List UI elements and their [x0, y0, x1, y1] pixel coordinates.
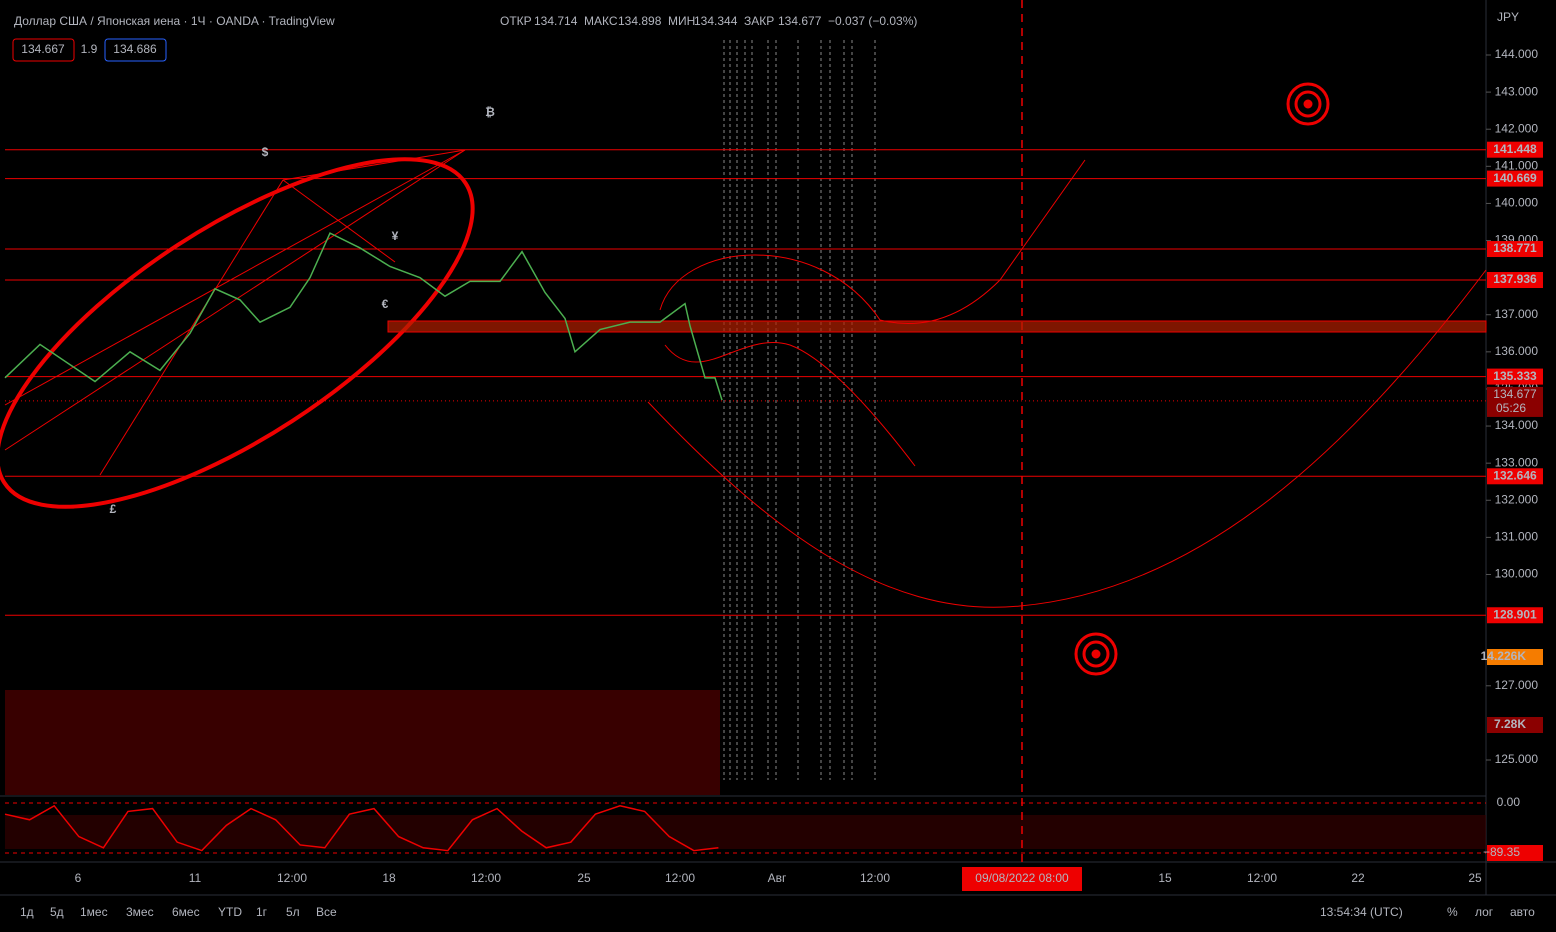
y-tick-label: 144.000	[1495, 47, 1539, 61]
level-label: 141.448	[1493, 142, 1537, 156]
x-tick-label: 22	[1351, 871, 1365, 885]
ohlc-key: ОТКР	[500, 14, 532, 28]
symbol-title: Доллар США / Японская иена · 1Ч · OANDA …	[14, 14, 335, 28]
clock: 13:54:34 (UTC)	[1320, 905, 1403, 919]
x-tick-label: 25	[577, 871, 591, 885]
level-badge	[1487, 241, 1543, 258]
level-badge	[1487, 607, 1543, 624]
scale-option[interactable]: авто	[1510, 905, 1535, 919]
level-badge	[1487, 141, 1543, 158]
ohlc-key: ЗАКР	[744, 14, 774, 28]
volume-glow	[5, 690, 720, 795]
level-label: 137.936	[1493, 272, 1537, 286]
osc-badge	[1487, 845, 1543, 861]
level-label: 140.669	[1493, 171, 1537, 185]
y-tick-label: 133.000	[1495, 455, 1539, 469]
spread: 1.9	[81, 42, 98, 56]
range-button[interactable]: Все	[316, 905, 337, 919]
buy-box[interactable]	[104, 38, 167, 62]
range-button[interactable]: 5д	[50, 905, 64, 919]
cursor-label: 09/08/2022 08:00	[975, 871, 1069, 885]
oscillator-line	[4, 804, 719, 852]
level-badge	[1487, 272, 1543, 289]
range-button[interactable]: 1д	[20, 905, 34, 919]
ohlc-value: 134.898	[618, 14, 662, 28]
range-button[interactable]: YTD	[218, 905, 242, 919]
x-tick-label: 12:00	[1247, 871, 1277, 885]
x-tick-label: 12:00	[860, 871, 890, 885]
x-tick-label: 15	[1158, 871, 1172, 885]
x-tick-label: 12:00	[277, 871, 307, 885]
y-tick-label: 131.000	[1495, 530, 1539, 544]
volume-label: 14.226K	[1481, 649, 1527, 663]
drawing-symbol: £	[110, 502, 117, 516]
pane-borders	[0, 0, 1556, 896]
x-tick-label: 11	[189, 871, 202, 885]
drawing-symbol: ₿	[485, 105, 495, 119]
x-tick-label: Авг	[768, 871, 787, 885]
range-button[interactable]: 1мес	[80, 905, 108, 919]
y-tick-label: 134.000	[1495, 418, 1539, 432]
ohlc-value: 134.677	[778, 14, 822, 28]
sell-price: 134.667	[21, 42, 65, 56]
level-label: 128.901	[1493, 607, 1537, 621]
level-badge	[1487, 368, 1543, 385]
range-button[interactable]: 6мес	[172, 905, 200, 919]
scale-option[interactable]: лог	[1475, 905, 1494, 919]
y-tick-label: 140.000	[1495, 196, 1539, 210]
price-line	[4, 232, 723, 401]
ohlc-key: МАКС	[584, 14, 618, 28]
y-tick-label: 127.000	[1495, 678, 1539, 692]
ohlc-value: 134.344	[694, 14, 738, 28]
level-label: 132.646	[1493, 468, 1537, 482]
ohlc-key: МИН	[668, 14, 695, 28]
y-tick-label: 132.000	[1495, 492, 1539, 506]
x-tick-label: 6	[75, 871, 82, 885]
y-tick-label: 130.000	[1495, 567, 1539, 581]
drawing-symbol: ¥	[392, 229, 399, 243]
x-tick-label: 18	[382, 871, 396, 885]
y-tick-label: 125.000	[1495, 752, 1539, 766]
volume-badge	[1487, 717, 1543, 733]
change: −0.037 (−0.03%)	[828, 14, 917, 28]
range-button[interactable]: 1г	[256, 905, 268, 919]
last-price-label: 134.677	[1493, 387, 1537, 401]
countdown-label: 05:26	[1496, 401, 1526, 415]
y-tick-label: 142.000	[1495, 121, 1539, 135]
y-tick-label: 137.000	[1495, 307, 1539, 321]
volume-label: 7.28K	[1494, 717, 1526, 731]
level-label: 135.333	[1493, 369, 1537, 383]
oscillator-band	[5, 815, 1486, 849]
osc-tick-label: 0.00	[1497, 795, 1521, 809]
range-button[interactable]: 5л	[286, 905, 300, 919]
level-badge	[1487, 170, 1543, 187]
level-badge	[1487, 468, 1543, 485]
ohlc-value: 134.714	[534, 14, 578, 28]
x-tick-label: 12:00	[665, 871, 695, 885]
y-tick-label: 141.000	[1495, 158, 1539, 172]
drawings	[0, 82, 1487, 676]
scale-option[interactable]: %	[1447, 905, 1458, 919]
last-price-badge	[1487, 386, 1543, 417]
buy-price: 134.686	[113, 42, 157, 56]
drawing-symbol: $	[262, 145, 269, 159]
x-tick-label: 12:00	[471, 871, 501, 885]
osc-tick-label: −89.35	[1483, 845, 1520, 859]
level-label: 138.771	[1493, 241, 1537, 255]
cursor-badge	[962, 867, 1082, 891]
currency-label[interactable]: JPY	[1497, 10, 1519, 24]
x-tick-label: 25	[1468, 871, 1482, 885]
range-button[interactable]: 3мес	[126, 905, 154, 919]
sell-box[interactable]	[12, 38, 75, 62]
drawing-symbol: €	[382, 297, 389, 311]
y-tick-label: 143.000	[1495, 84, 1539, 98]
y-tick-label: 136.000	[1495, 344, 1539, 358]
volume-badge	[1487, 649, 1543, 665]
